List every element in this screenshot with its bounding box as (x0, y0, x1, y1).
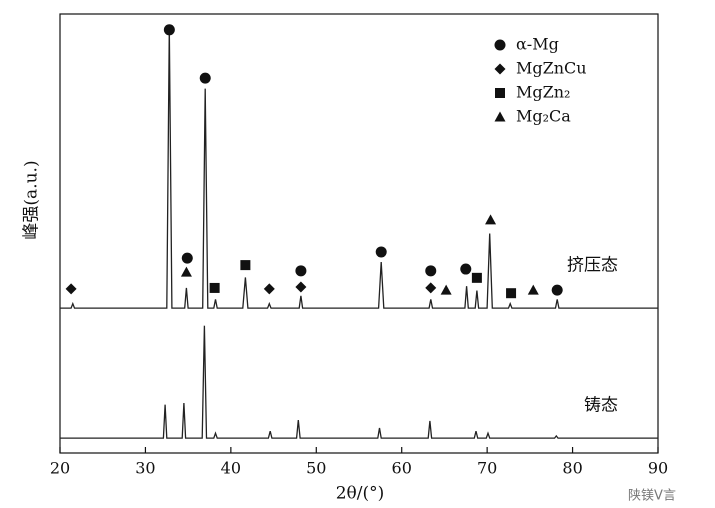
phase-marker (425, 282, 437, 294)
x-tick-label: 30 (135, 459, 155, 478)
phase-marker (240, 260, 251, 271)
x-tick-label: 70 (477, 459, 497, 478)
phase-marker (199, 72, 211, 84)
phase-marker (471, 272, 482, 283)
phase-marker (506, 288, 517, 299)
x-tick-label: 80 (562, 459, 582, 478)
x-tick-label: 40 (221, 459, 241, 478)
watermark: 陕镁V言 (628, 489, 676, 504)
x-tick-label: 50 (306, 459, 326, 478)
phase-marker (209, 282, 220, 293)
legend-symbol (494, 63, 506, 75)
phase-marker (551, 284, 563, 296)
phase-marker (485, 214, 497, 225)
phase-marker (181, 252, 193, 264)
phase-marker (527, 284, 539, 295)
phase-marker (425, 265, 437, 277)
phase-marker (263, 283, 275, 295)
x-tick-label: 90 (648, 459, 668, 478)
phase-marker (180, 266, 192, 277)
legend-label: Mg₂Ca (516, 107, 571, 126)
legend-symbol (494, 111, 506, 122)
xrd-pattern (60, 27, 658, 309)
series-label: 铸态 (584, 396, 618, 416)
phase-marker (440, 284, 452, 295)
legend-symbol (494, 39, 506, 51)
phase-marker (460, 263, 472, 275)
phase-marker (65, 283, 77, 295)
phase-marker (295, 265, 307, 277)
plot-frame (59, 13, 659, 454)
xrd-pattern (60, 325, 658, 439)
phase-marker (163, 24, 175, 36)
x-axis-label: 2θ/(°) (336, 484, 385, 504)
legend-label: MgZn₂ (516, 83, 570, 102)
phase-marker (295, 281, 307, 293)
x-tick-label: 20 (50, 459, 70, 478)
legend-symbol (495, 88, 505, 98)
legend-label: MgZnCu (516, 59, 587, 78)
y-axis-label: 峰强(a.u.) (22, 160, 42, 239)
series-label: 挤压态 (567, 256, 618, 276)
legend-label: α-Mg (516, 35, 559, 54)
x-tick-label: 60 (392, 459, 412, 478)
phase-marker (375, 246, 387, 258)
